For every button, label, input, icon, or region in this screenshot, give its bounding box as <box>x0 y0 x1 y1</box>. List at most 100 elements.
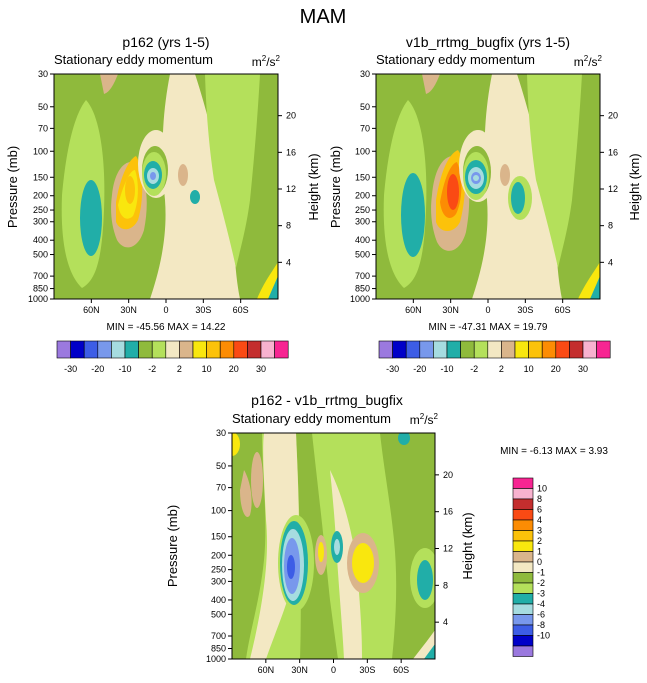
labelbar-label: 20 <box>551 364 561 374</box>
y2tick-label: 8 <box>286 221 291 231</box>
xtick-label: 60N <box>83 305 100 315</box>
xtick-label: 60N <box>405 305 422 315</box>
labelbar-label: -8 <box>537 620 545 630</box>
contour-band <box>417 560 433 600</box>
minmax-stats: MIN = -6.13 MAX = 3.93 <box>500 446 608 457</box>
labelbar-label: -2 <box>537 578 545 588</box>
labelbar-swatch <box>512 614 534 626</box>
y2tick-label: 4 <box>443 617 448 627</box>
labelbar-label: 2 <box>537 536 542 546</box>
labelbar-swatch <box>512 551 534 563</box>
panel-p162: p162 (yrs 1-5) Stationary eddy momentum … <box>5 34 321 374</box>
ytick-label: 70 <box>38 123 48 133</box>
labelbar-swatch <box>512 572 534 584</box>
labelbar-label: 2 <box>499 364 504 374</box>
contour-band <box>422 74 440 94</box>
labelbar-swatch <box>512 645 534 657</box>
contour-band <box>500 164 510 186</box>
labelbar-swatch <box>501 340 516 359</box>
labelbar-swatch <box>460 340 475 359</box>
contour-band <box>473 175 479 181</box>
y2tick-label: 8 <box>608 221 613 231</box>
labelbar-label: -4 <box>537 599 545 609</box>
labelbar-swatch <box>151 340 167 359</box>
contour-band <box>250 433 299 659</box>
contour-band <box>398 433 410 445</box>
labelbar-swatch <box>512 603 534 615</box>
y2-axis-label: Height (km) <box>627 153 642 220</box>
xtick-labels: 60N 30N 0 30S 60S <box>83 299 249 315</box>
labelbar-label: 4 <box>537 515 542 525</box>
contour-band <box>240 470 252 518</box>
contour-band <box>287 555 295 579</box>
ytick-label: 200 <box>211 550 226 560</box>
ytick-label: 200 <box>355 191 370 201</box>
labelbar-label: -10 <box>118 364 131 374</box>
y-axis-label: Pressure (mb) <box>165 505 180 587</box>
xtick-label: 30S <box>359 665 375 675</box>
contour-band <box>352 543 374 583</box>
ytick-label: 400 <box>355 235 370 245</box>
labelbar-label: 1 <box>537 547 542 557</box>
labelbar-swatch <box>541 340 557 359</box>
ytick-label: 700 <box>33 271 48 281</box>
figure-title: MAM <box>300 6 347 28</box>
ytick-label: 500 <box>211 609 226 619</box>
labelbar-label: -1 <box>537 568 545 578</box>
labelbar-label: 10 <box>524 364 534 374</box>
labelbar-swatch <box>274 340 289 359</box>
xtick-label: 30N <box>120 305 137 315</box>
xtick-label: 60S <box>233 305 249 315</box>
xtick-label: 0 <box>163 305 168 315</box>
labelbar-swatch <box>512 498 534 510</box>
ytick-label: 30 <box>38 69 48 79</box>
ytick-label: 100 <box>211 506 226 516</box>
labelbar-swatch <box>487 340 502 359</box>
ytick-label: 250 <box>211 565 226 575</box>
contour-field <box>54 74 278 299</box>
labelbar-swatch <box>569 340 584 359</box>
minmax-stats: MIN = -47.31 MAX = 19.79 <box>429 322 548 333</box>
labelbar-label: -2 <box>470 364 478 374</box>
panel-difference: p162 - v1b_rrtmg_bugfix Stationary eddy … <box>165 392 608 675</box>
labelbar-swatch <box>179 340 194 359</box>
y2tick-label: 12 <box>608 184 618 194</box>
labelbar-swatch <box>260 340 275 359</box>
labelbar-swatch <box>433 340 448 359</box>
ytick-label: 70 <box>360 123 370 133</box>
labelbar: -30 -20 -10 -2 2 10 20 30 <box>378 340 611 374</box>
labelbar-label: 6 <box>537 505 542 515</box>
labelbar-swatch <box>512 593 534 605</box>
labelbar-label: -6 <box>537 610 545 620</box>
ytick-label: 50 <box>360 102 370 112</box>
xtick-label: 30S <box>195 305 211 315</box>
labelbar-swatch <box>56 340 71 359</box>
y2tick-label: 16 <box>608 147 618 157</box>
ytick-label: 300 <box>211 576 226 586</box>
y2tick-label: 12 <box>443 544 453 554</box>
contour-band <box>590 276 600 299</box>
y2-axis-label: Height (km) <box>460 512 475 579</box>
ytick-label: 1000 <box>206 654 226 664</box>
contour-band <box>318 542 324 562</box>
labelbar-swatch <box>247 340 262 359</box>
contour-band <box>424 644 435 659</box>
y2tick-label: 4 <box>286 257 291 267</box>
contour-band <box>205 74 260 268</box>
minmax-stats: MIN = -45.56 MAX = 14.22 <box>107 322 226 333</box>
contour-band <box>178 164 188 186</box>
y2tick-label: 12 <box>286 184 296 194</box>
ytick-label: 850 <box>355 284 370 294</box>
xtick-label: 60S <box>393 665 409 675</box>
contour-band <box>80 180 102 256</box>
panel-subtitle: Stationary eddy momentum <box>376 52 535 67</box>
ytick-label: 500 <box>355 250 370 260</box>
y2tick-label: 16 <box>443 507 453 517</box>
ytick-label: 70 <box>216 483 226 493</box>
contour-band <box>334 539 340 555</box>
labelbar-swatch <box>512 561 534 573</box>
